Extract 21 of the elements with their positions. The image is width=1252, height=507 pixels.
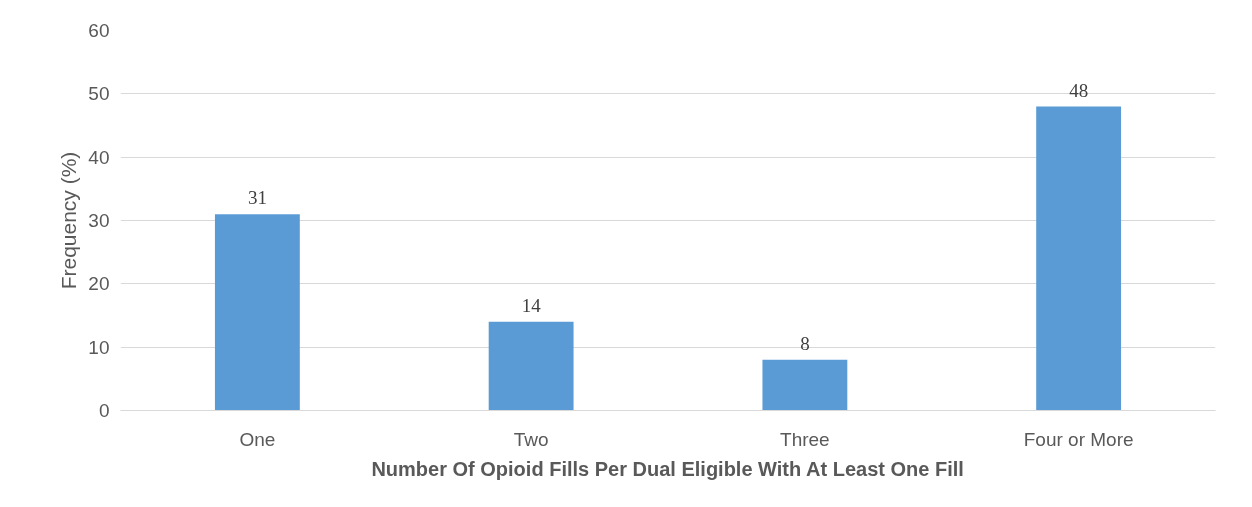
y-tick-label: 0 <box>98 400 110 421</box>
y-tick-label: 10 <box>88 336 110 358</box>
x-tick-label: Four or More <box>1023 428 1134 450</box>
y-axis-title: Frequency (%) <box>57 151 81 290</box>
y-tick-label: 20 <box>88 273 110 295</box>
data-label: 48 <box>1069 79 1089 101</box>
x-tick-label: Three <box>780 428 830 450</box>
y-tick-label: 40 <box>88 146 110 168</box>
data-label: 14 <box>521 294 542 316</box>
bar <box>214 214 300 411</box>
y-tick-label: 30 <box>88 210 110 231</box>
data-label: 8 <box>800 332 810 354</box>
y-tick-label: 50 <box>88 83 110 105</box>
x-axis-title: Number Of Opioid Fills Per Dual Eligible With At Least One Fill <box>371 457 964 480</box>
bar <box>488 321 574 411</box>
bar <box>1036 106 1122 411</box>
data-label: 31 <box>247 187 267 209</box>
y-tick-label: 60 <box>88 20 110 41</box>
x-tick-label: One <box>239 428 276 450</box>
bar <box>762 359 848 411</box>
x-tick-label: Two <box>513 428 549 450</box>
